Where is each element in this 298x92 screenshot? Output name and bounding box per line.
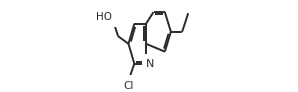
Text: Cl: Cl — [123, 81, 134, 91]
Text: HO: HO — [96, 12, 112, 22]
Text: N: N — [146, 59, 154, 69]
